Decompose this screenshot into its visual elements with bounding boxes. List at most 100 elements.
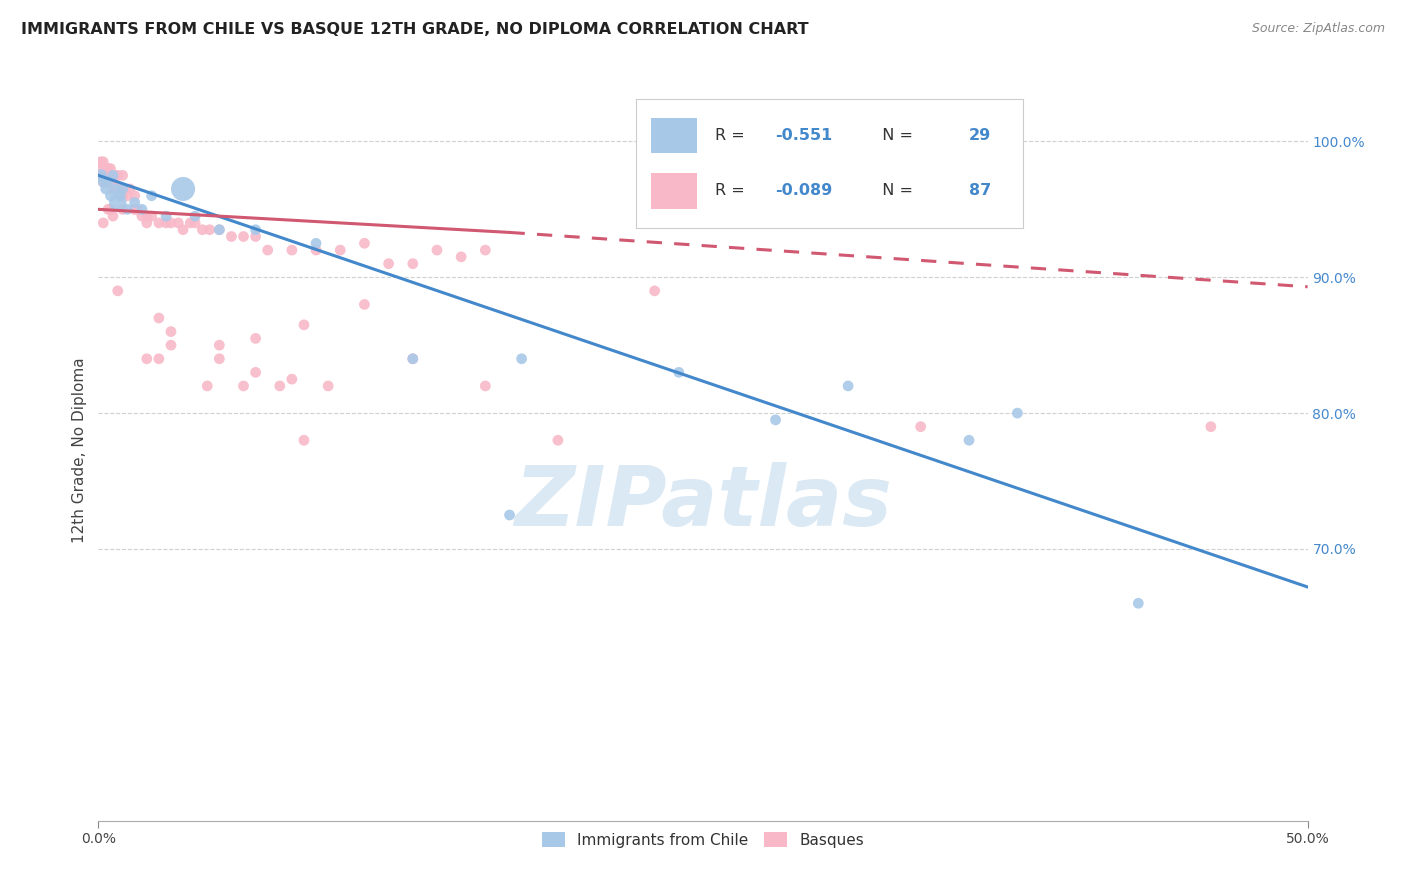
Point — [111, 182, 134, 196]
Point — [97, 202, 120, 217]
Point — [94, 182, 117, 196]
Text: R =: R = — [716, 184, 749, 198]
Point — [111, 188, 134, 202]
Y-axis label: 12th Grade, No Diploma: 12th Grade, No Diploma — [72, 358, 87, 543]
Point — [402, 351, 425, 366]
Point — [167, 216, 190, 230]
Point — [160, 216, 183, 230]
Point — [127, 202, 149, 217]
Text: R =: R = — [716, 128, 749, 143]
Point — [910, 419, 932, 434]
Point — [117, 188, 139, 202]
Point — [101, 169, 124, 183]
Point — [135, 209, 157, 223]
Point — [100, 161, 122, 176]
Point — [245, 331, 267, 345]
Point — [97, 175, 120, 189]
Point — [191, 223, 214, 237]
Point — [91, 216, 114, 230]
Point — [135, 351, 157, 366]
Point — [160, 325, 183, 339]
Point — [131, 202, 153, 217]
Point — [108, 188, 131, 202]
Point — [104, 182, 127, 196]
Point — [510, 351, 533, 366]
Point — [232, 229, 254, 244]
Point — [208, 351, 231, 366]
Point — [101, 182, 124, 196]
Point — [100, 202, 122, 217]
Point — [184, 216, 207, 230]
Point — [111, 202, 134, 217]
Point — [124, 202, 146, 217]
Point — [90, 169, 112, 183]
Point — [765, 413, 787, 427]
Point — [426, 243, 449, 257]
Text: -0.089: -0.089 — [776, 184, 832, 198]
Point — [184, 209, 207, 223]
Point — [316, 379, 339, 393]
Point — [329, 243, 352, 257]
Point — [91, 154, 114, 169]
Point — [172, 182, 194, 196]
Point — [208, 223, 231, 237]
Point — [155, 216, 177, 230]
Point — [94, 161, 117, 176]
Point — [474, 243, 496, 257]
Point — [107, 169, 129, 183]
Point — [107, 195, 129, 210]
Text: 87: 87 — [969, 184, 991, 198]
Point — [90, 154, 112, 169]
Point — [402, 257, 425, 271]
Point — [305, 243, 328, 257]
Point — [90, 161, 112, 176]
Point — [245, 365, 267, 379]
Point — [474, 379, 496, 393]
Text: ZIPatlas: ZIPatlas — [515, 462, 891, 543]
Point — [107, 284, 129, 298]
Point — [198, 223, 221, 237]
Point — [141, 209, 163, 223]
Point — [245, 229, 267, 244]
Point — [111, 169, 134, 183]
Point — [402, 351, 425, 366]
Point — [1007, 406, 1029, 420]
Point — [94, 169, 117, 183]
Point — [101, 175, 124, 189]
Point — [148, 351, 170, 366]
Point — [104, 182, 127, 196]
Text: N =: N = — [872, 184, 918, 198]
Point — [1199, 419, 1222, 434]
Legend: Immigrants from Chile, Basques: Immigrants from Chile, Basques — [536, 825, 870, 854]
Point — [172, 223, 194, 237]
Point — [135, 216, 157, 230]
Point — [221, 229, 243, 244]
Point — [148, 311, 170, 326]
Point — [256, 243, 278, 257]
Point — [957, 434, 980, 448]
Point — [1128, 596, 1150, 610]
Point — [498, 508, 520, 522]
Point — [94, 175, 117, 189]
Point — [114, 182, 136, 196]
Point — [644, 284, 666, 298]
Point — [107, 182, 129, 196]
Point — [148, 216, 170, 230]
Point — [160, 338, 183, 352]
Point — [281, 372, 304, 386]
Point — [141, 188, 163, 202]
Point — [292, 318, 315, 332]
Point — [108, 188, 131, 202]
Point — [124, 188, 146, 202]
Point — [111, 188, 134, 202]
Point — [208, 338, 231, 352]
Point — [837, 379, 859, 393]
Point — [377, 257, 399, 271]
Point — [97, 169, 120, 183]
Point — [131, 209, 153, 223]
Text: Source: ZipAtlas.com: Source: ZipAtlas.com — [1251, 22, 1385, 36]
Point — [97, 161, 120, 176]
Point — [124, 202, 146, 217]
Point — [195, 379, 218, 393]
Point — [100, 188, 122, 202]
